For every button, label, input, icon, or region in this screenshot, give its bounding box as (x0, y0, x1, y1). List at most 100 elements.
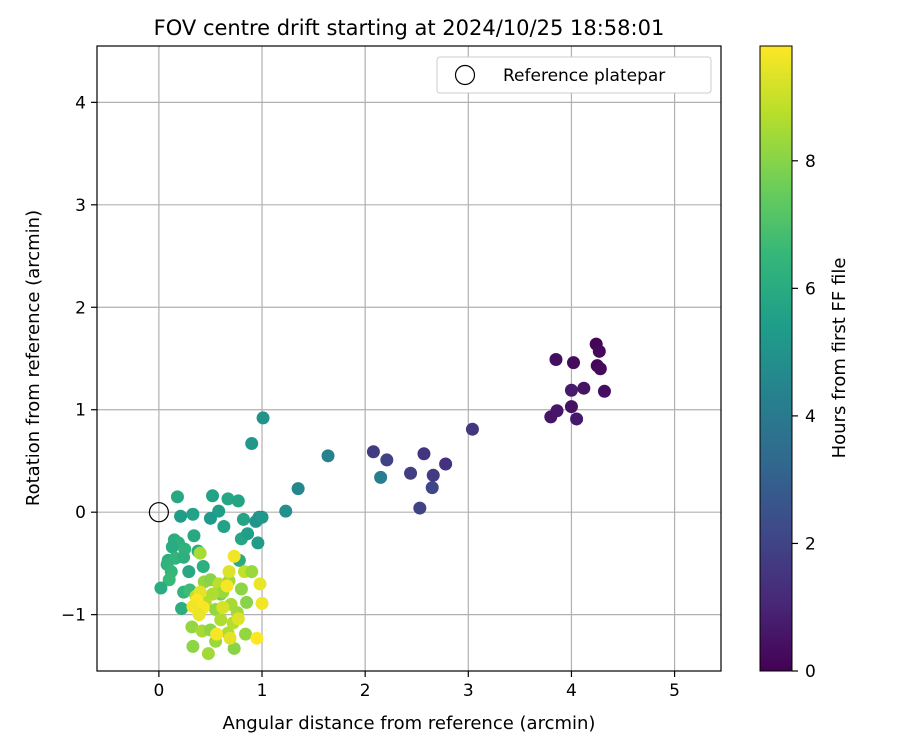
scatter-point (564, 400, 578, 414)
legend-box (436, 56, 712, 94)
scatter-point (196, 559, 210, 573)
scatter-point (255, 510, 269, 524)
legend-label: Reference platepar (503, 66, 665, 86)
scatter-point (186, 507, 200, 521)
scatter-point (250, 631, 264, 645)
scatter-point (203, 511, 217, 525)
y-axis-ticks: −1 0 1 2 3 4 (61, 93, 97, 626)
scatter-point (186, 639, 200, 653)
scatter-point (214, 613, 228, 627)
scatter-point (231, 494, 245, 508)
scatter-point (187, 529, 201, 543)
scatter-point (413, 501, 427, 515)
legend-marker-open-circle (454, 64, 476, 86)
scatter-point (564, 383, 578, 397)
scatter-point (366, 445, 380, 459)
scatter-point (374, 470, 388, 484)
scatter-point (425, 481, 439, 495)
scatter-point (231, 612, 245, 626)
scatter-point (245, 565, 259, 579)
colorbar-tick-label: 8 (805, 152, 816, 172)
scatter-point (426, 468, 440, 482)
scatter-point (577, 381, 591, 395)
colorbar-tick-label: 6 (805, 279, 816, 299)
colorbar-gradient (759, 45, 793, 672)
scatter-point (162, 573, 176, 587)
scatter-point (206, 489, 220, 503)
scatter-point (222, 565, 236, 579)
scatter-point (220, 579, 234, 593)
scatter-point (597, 384, 611, 398)
scatter-point (256, 411, 270, 425)
scatter-point (251, 536, 265, 550)
plot-frame (96, 45, 722, 672)
scatter-point (217, 520, 231, 534)
legend: Reference platepar (436, 56, 712, 94)
data-points (148, 337, 611, 661)
reference-platepar-marker (148, 502, 169, 523)
scatter-point (170, 490, 184, 504)
colorbar-tick-label: 2 (805, 534, 816, 554)
y-tick-label: −1 (61, 606, 86, 626)
x-tick-label: 2 (360, 681, 371, 701)
colorbar-ticks: 0 2 4 6 8 (792, 152, 816, 682)
scatter-point (417, 447, 431, 461)
scatter-point (439, 457, 453, 471)
scatter-point (216, 600, 230, 614)
scatter-point (549, 353, 563, 367)
x-tick-label: 1 (257, 681, 268, 701)
scatter-point (223, 631, 237, 645)
scatter-point (245, 437, 259, 451)
scatter-point (253, 577, 267, 591)
x-axis-label: Angular distance from reference (arcmin) (223, 713, 596, 734)
scatter-point (380, 453, 394, 467)
scatter-point (210, 627, 224, 641)
x-tick-label: 3 (463, 681, 474, 701)
scatter-point (567, 356, 581, 370)
colorbar: 0 2 4 6 8 Hours from first FF file (759, 45, 850, 682)
scatter-point (227, 641, 241, 655)
scatter-point (239, 627, 253, 641)
scatter-point (154, 581, 168, 595)
scatter-point (201, 647, 215, 661)
scatter-point (236, 512, 250, 526)
x-tick-label: 4 (566, 681, 577, 701)
x-axis-ticks: 0 1 2 3 4 5 (153, 671, 680, 701)
scatter-point (175, 602, 189, 615)
scatter-point (291, 482, 305, 496)
y-tick-label: 2 (75, 298, 86, 318)
scatter-point (177, 550, 191, 564)
scatter-point (185, 620, 199, 634)
colorbar-tick-label: 0 (805, 662, 816, 682)
x-tick-label: 0 (153, 681, 164, 701)
colorbar-label: Hours from first FF file (829, 258, 850, 459)
scatter-point (593, 362, 607, 376)
chart-title: FOV centre drift starting at 2024/10/25 … (154, 16, 665, 40)
scatter-point (465, 422, 479, 436)
scatter-point (221, 492, 235, 506)
scatter-point (570, 412, 584, 426)
scatter-point (255, 596, 269, 610)
y-axis-label: Rotation from reference (arcmin) (23, 210, 44, 506)
colorbar-tick-label: 4 (805, 407, 816, 427)
y-tick-label: 0 (75, 503, 86, 523)
scatter-point (193, 546, 207, 560)
scatter-point (544, 410, 558, 424)
scatter-point (174, 509, 188, 523)
scatter-point (241, 527, 255, 541)
scatter-point (227, 549, 241, 563)
x-tick-label: 5 (669, 681, 680, 701)
scatter-point (321, 449, 335, 463)
y-tick-label: 3 (75, 196, 86, 216)
scatter-point (234, 582, 248, 596)
scatter-point (192, 608, 206, 622)
y-tick-label: 1 (75, 401, 86, 421)
scatter-point (240, 595, 254, 609)
scatter-point (592, 344, 606, 358)
y-tick-label: 4 (75, 93, 86, 113)
scatter-point (404, 466, 418, 480)
scatter-point (279, 504, 293, 518)
scatter-point (165, 540, 179, 554)
